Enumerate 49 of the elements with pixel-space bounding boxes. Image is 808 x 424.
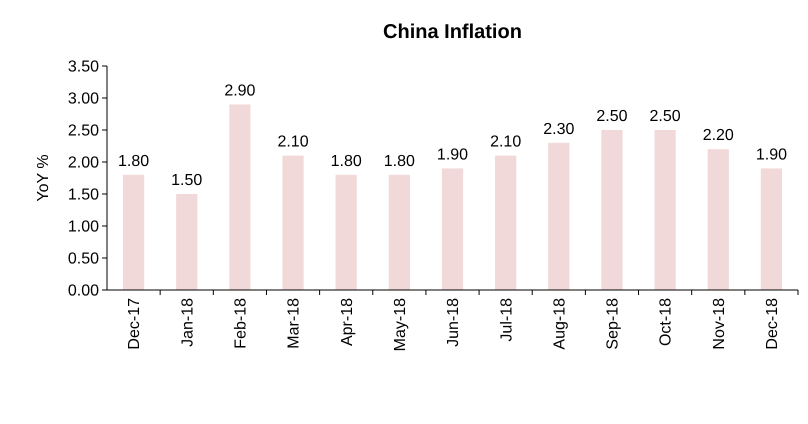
data-label: 2.50 <box>650 108 681 125</box>
x-tick-label: Jan-18 <box>179 298 196 347</box>
bar <box>654 130 676 290</box>
x-tick-label: Jun-18 <box>445 298 462 347</box>
bar <box>548 142 570 290</box>
data-label: 2.90 <box>224 82 256 100</box>
x-tick-label: Dec-18 <box>764 298 782 350</box>
bar <box>176 194 198 290</box>
bar <box>760 168 782 290</box>
y-tick-label: 0.50 <box>68 250 100 268</box>
data-label: 1.80 <box>118 152 150 170</box>
x-tick-label: Feb-18 <box>232 298 250 349</box>
y-tick-label: 2.50 <box>68 122 100 140</box>
x-tick-label: Nov-18 <box>710 298 728 350</box>
bar <box>601 130 623 290</box>
x-tick-label: Dec-17 <box>126 298 144 350</box>
y-tick-label: 0.00 <box>68 282 100 300</box>
data-label: 1.80 <box>330 152 362 170</box>
x-tick-label: Aug-18 <box>551 298 568 350</box>
data-label: 1.90 <box>756 146 788 164</box>
bar <box>495 156 516 290</box>
x-tick-label: Oct-18 <box>658 298 675 346</box>
x-tick-label: Mar-18 <box>286 298 303 349</box>
x-tick-label: Sep-18 <box>604 298 622 350</box>
data-label: 2.10 <box>490 134 522 151</box>
y-tick-label: 2.00 <box>68 154 100 172</box>
data-label: 1.80 <box>384 152 416 170</box>
y-tick-label: 1.00 <box>68 218 100 236</box>
data-label: 2.20 <box>702 127 734 144</box>
bar <box>708 149 729 290</box>
data-label: 2.10 <box>277 134 309 151</box>
bar <box>336 174 357 290</box>
bar <box>122 174 144 290</box>
x-tick-label: Apr-18 <box>338 298 356 346</box>
chart-title: China Inflation <box>383 21 522 43</box>
data-label: 1.90 <box>436 146 468 164</box>
bar <box>229 104 251 290</box>
data-label: 2.30 <box>543 120 574 138</box>
bar <box>442 168 464 290</box>
x-tick-label: Jul-18 <box>498 298 516 342</box>
y-tick-label: 3.50 <box>68 58 100 76</box>
y-tick-label: 3.00 <box>68 90 100 108</box>
bar <box>388 174 410 290</box>
data-label: 1.50 <box>171 172 202 189</box>
data-label: 2.50 <box>596 108 628 125</box>
bar <box>282 156 304 290</box>
y-tick-label: 1.50 <box>68 186 100 204</box>
y-axis-title: YoY % <box>35 154 52 202</box>
x-tick-label: May-18 <box>392 298 409 352</box>
